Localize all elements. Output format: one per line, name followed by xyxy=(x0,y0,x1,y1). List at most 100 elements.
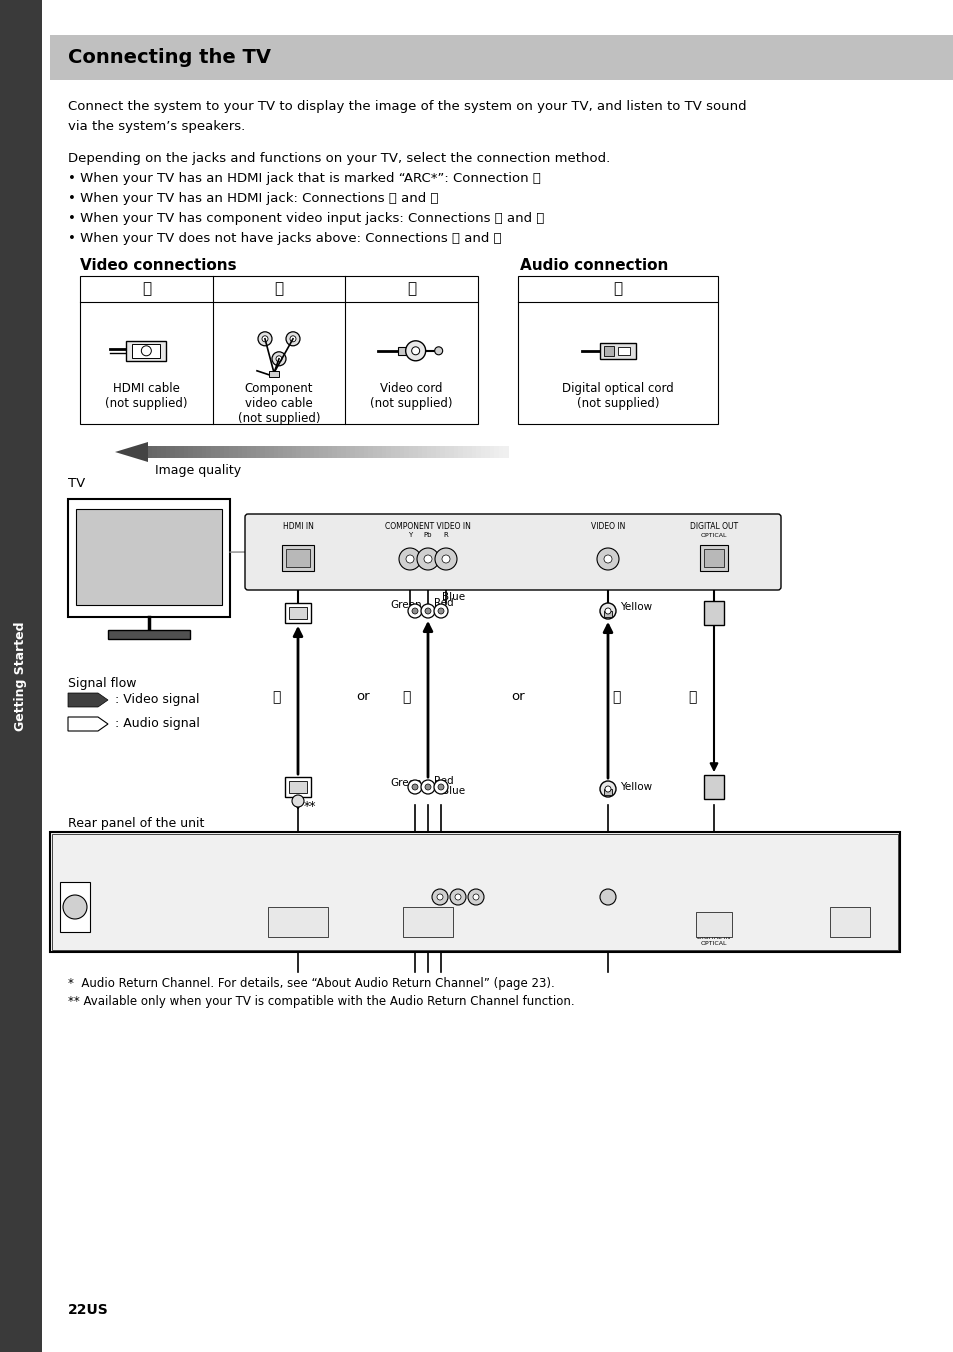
Text: *  Audio Return Channel. For details, see “About Audio Return Channel” (page 23): * Audio Return Channel. For details, see… xyxy=(68,977,554,990)
Circle shape xyxy=(420,780,435,794)
Bar xyxy=(703,775,723,799)
Bar xyxy=(282,545,314,571)
Bar xyxy=(494,446,499,458)
Text: • When your TV has an HDMI jack that is marked “ARC*”: Connection Ⓐ: • When your TV has an HDMI jack that is … xyxy=(68,172,540,185)
Bar xyxy=(269,370,278,377)
Text: Ⓑ: Ⓑ xyxy=(401,690,410,704)
Bar xyxy=(417,446,423,458)
Bar xyxy=(618,347,629,354)
Circle shape xyxy=(604,786,610,792)
Bar xyxy=(193,446,198,458)
Circle shape xyxy=(450,890,465,904)
Bar xyxy=(444,446,450,458)
Text: Connecting the TV: Connecting the TV xyxy=(68,49,271,68)
Bar xyxy=(603,346,614,356)
Bar xyxy=(229,446,234,458)
Text: ** Available only when your TV is compatible with the Audio Return Channel funct: ** Available only when your TV is compat… xyxy=(68,995,574,1009)
Text: OPTICAL: OPTICAL xyxy=(700,533,726,538)
Bar xyxy=(247,446,253,458)
Bar xyxy=(314,446,319,458)
Text: Ⓐ: Ⓐ xyxy=(142,281,151,296)
Bar xyxy=(599,343,636,358)
Bar xyxy=(197,446,203,458)
Bar xyxy=(328,446,334,458)
Bar xyxy=(305,446,311,458)
Bar xyxy=(467,446,473,458)
Text: or: or xyxy=(355,691,370,703)
Text: DIGITAL OUT: DIGITAL OUT xyxy=(689,522,738,531)
Circle shape xyxy=(599,890,616,904)
Circle shape xyxy=(424,784,431,790)
FancyBboxPatch shape xyxy=(245,514,781,589)
Circle shape xyxy=(436,894,442,900)
Bar xyxy=(336,446,342,458)
Bar xyxy=(458,446,463,458)
Circle shape xyxy=(262,335,268,342)
Bar xyxy=(255,446,261,458)
Circle shape xyxy=(455,894,460,900)
Bar xyxy=(269,446,274,458)
Bar xyxy=(0,0,42,1352)
Bar xyxy=(603,790,612,795)
Text: Red: Red xyxy=(434,776,453,786)
Text: Ⓑ: Ⓑ xyxy=(274,281,283,296)
Polygon shape xyxy=(68,694,108,707)
Bar xyxy=(224,446,230,458)
Bar xyxy=(248,516,778,587)
Circle shape xyxy=(290,335,295,342)
Bar xyxy=(700,545,727,571)
Text: Blue: Blue xyxy=(441,592,465,602)
Text: (not supplied): (not supplied) xyxy=(370,397,453,410)
Text: Green: Green xyxy=(390,777,421,788)
Text: HDMI IN: HDMI IN xyxy=(282,522,314,531)
Bar xyxy=(157,446,162,458)
Bar xyxy=(829,907,869,937)
Circle shape xyxy=(468,890,483,904)
Circle shape xyxy=(435,347,442,354)
Bar xyxy=(359,446,365,458)
Bar xyxy=(603,611,612,617)
Text: via the system’s speakers.: via the system’s speakers. xyxy=(68,120,245,132)
Bar xyxy=(233,446,239,458)
Circle shape xyxy=(412,784,417,790)
Bar xyxy=(318,446,324,458)
Text: VIDEO
OUT: VIDEO OUT xyxy=(287,915,309,929)
Text: : Audio signal: : Audio signal xyxy=(115,718,200,730)
Text: Yellow: Yellow xyxy=(619,781,652,792)
Circle shape xyxy=(408,604,421,618)
Text: Green: Green xyxy=(390,600,421,610)
Circle shape xyxy=(597,548,618,571)
Bar xyxy=(278,446,284,458)
Circle shape xyxy=(406,556,414,562)
Bar xyxy=(454,446,459,458)
Bar xyxy=(189,446,193,458)
Bar xyxy=(260,446,266,458)
Polygon shape xyxy=(115,442,148,462)
Text: (not supplied): (not supplied) xyxy=(237,412,320,425)
Text: VIDEO IN: VIDEO IN xyxy=(590,522,624,531)
Bar xyxy=(449,446,455,458)
Bar xyxy=(50,831,899,952)
Text: ⓓ: ⓓ xyxy=(687,690,696,704)
Circle shape xyxy=(275,356,282,362)
Bar xyxy=(404,446,410,458)
Text: : Video signal: : Video signal xyxy=(115,694,199,707)
Text: Blue: Blue xyxy=(441,786,465,796)
Bar xyxy=(202,446,208,458)
Bar xyxy=(52,834,897,950)
Bar xyxy=(503,446,509,458)
Bar xyxy=(301,446,306,458)
Text: Ⓐ: Ⓐ xyxy=(272,690,280,704)
Circle shape xyxy=(434,604,448,618)
Text: Depending on the jacks and functions on your TV, select the connection method.: Depending on the jacks and functions on … xyxy=(68,151,610,165)
Bar xyxy=(696,913,731,937)
Bar xyxy=(242,446,248,458)
Circle shape xyxy=(412,608,417,614)
Text: • When your TV has component video input jacks: Connections Ⓑ and ⓓ: • When your TV has component video input… xyxy=(68,212,544,224)
Text: Y: Y xyxy=(408,531,412,538)
Circle shape xyxy=(63,895,87,919)
Bar xyxy=(132,343,160,358)
Text: Getting Started: Getting Started xyxy=(14,622,28,730)
Circle shape xyxy=(408,780,421,794)
Bar xyxy=(274,446,279,458)
